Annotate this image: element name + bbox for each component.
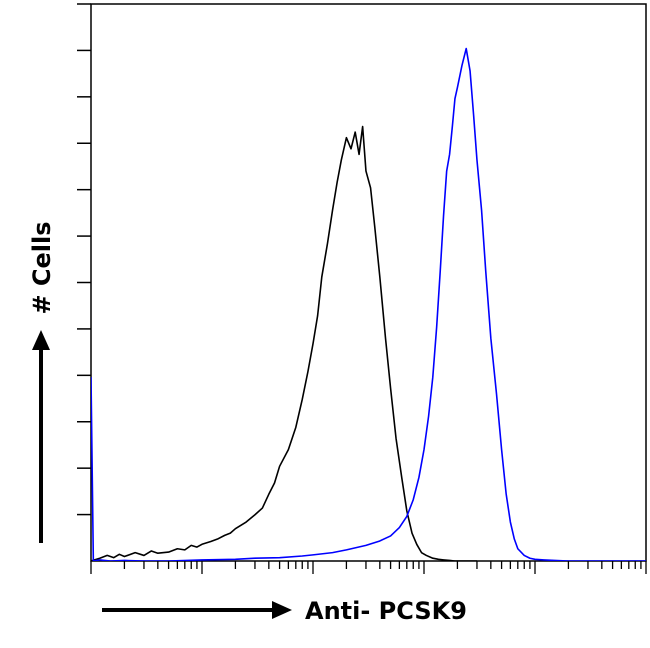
y-axis-arrow-head	[32, 330, 50, 350]
x-axis-ticks	[90, 561, 647, 574]
series-layer	[91, 47, 646, 561]
plot-frame	[90, 3, 647, 562]
pcsk9-histogram-line	[91, 47, 646, 561]
y-axis-title: # Cells	[28, 221, 56, 314]
x-axis-title: Anti- PCSK9	[305, 597, 467, 625]
x-axis-arrow-head	[272, 601, 292, 619]
control-histogram-line	[91, 125, 477, 561]
y-axis-ticks	[77, 3, 91, 516]
